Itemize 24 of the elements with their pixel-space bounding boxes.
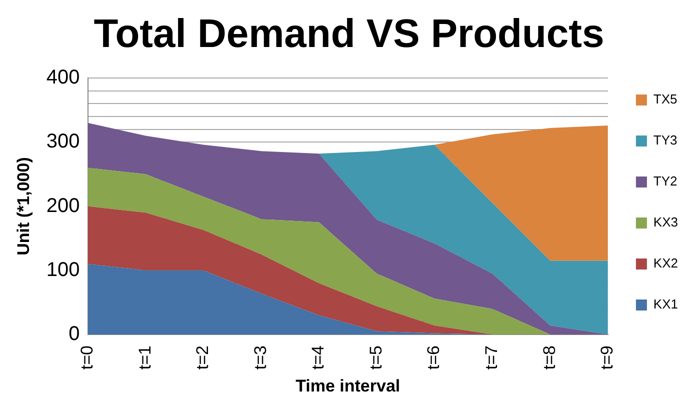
x-tick-label: t=2: [193, 345, 212, 370]
x-tick-label: t=5: [366, 345, 386, 370]
y-tick-label: 100: [46, 258, 80, 281]
x-tick-label: t=8: [540, 345, 559, 370]
y-tick-label: 300: [46, 130, 80, 153]
y-tick-label: 400: [46, 66, 80, 89]
legend-label: KX1: [653, 296, 678, 312]
x-axis-title: Time interval: [296, 376, 400, 396]
x-tick-label: t=6: [424, 345, 444, 370]
y-tick-label: 0: [68, 323, 80, 346]
x-tick-label: t=1: [135, 345, 154, 370]
x-tick-label: t=9: [598, 345, 617, 370]
x-tick-label: t=0: [77, 345, 96, 370]
legend-label: TX5: [653, 92, 678, 107]
legend-label: KX3: [653, 214, 678, 230]
legend-label: TY3: [653, 132, 678, 148]
y-axis-title: Unit (*1,000): [14, 157, 33, 256]
y-tick-label: 200: [46, 194, 80, 217]
legend-label: TY2: [653, 174, 678, 189]
legend-label: KX2: [653, 256, 678, 271]
x-tick-label: t=3: [250, 345, 270, 370]
chart-title: Total Demand VS Products: [94, 12, 604, 56]
x-tick-label: t=7: [482, 345, 502, 370]
x-tick-label: t=4: [308, 345, 328, 370]
